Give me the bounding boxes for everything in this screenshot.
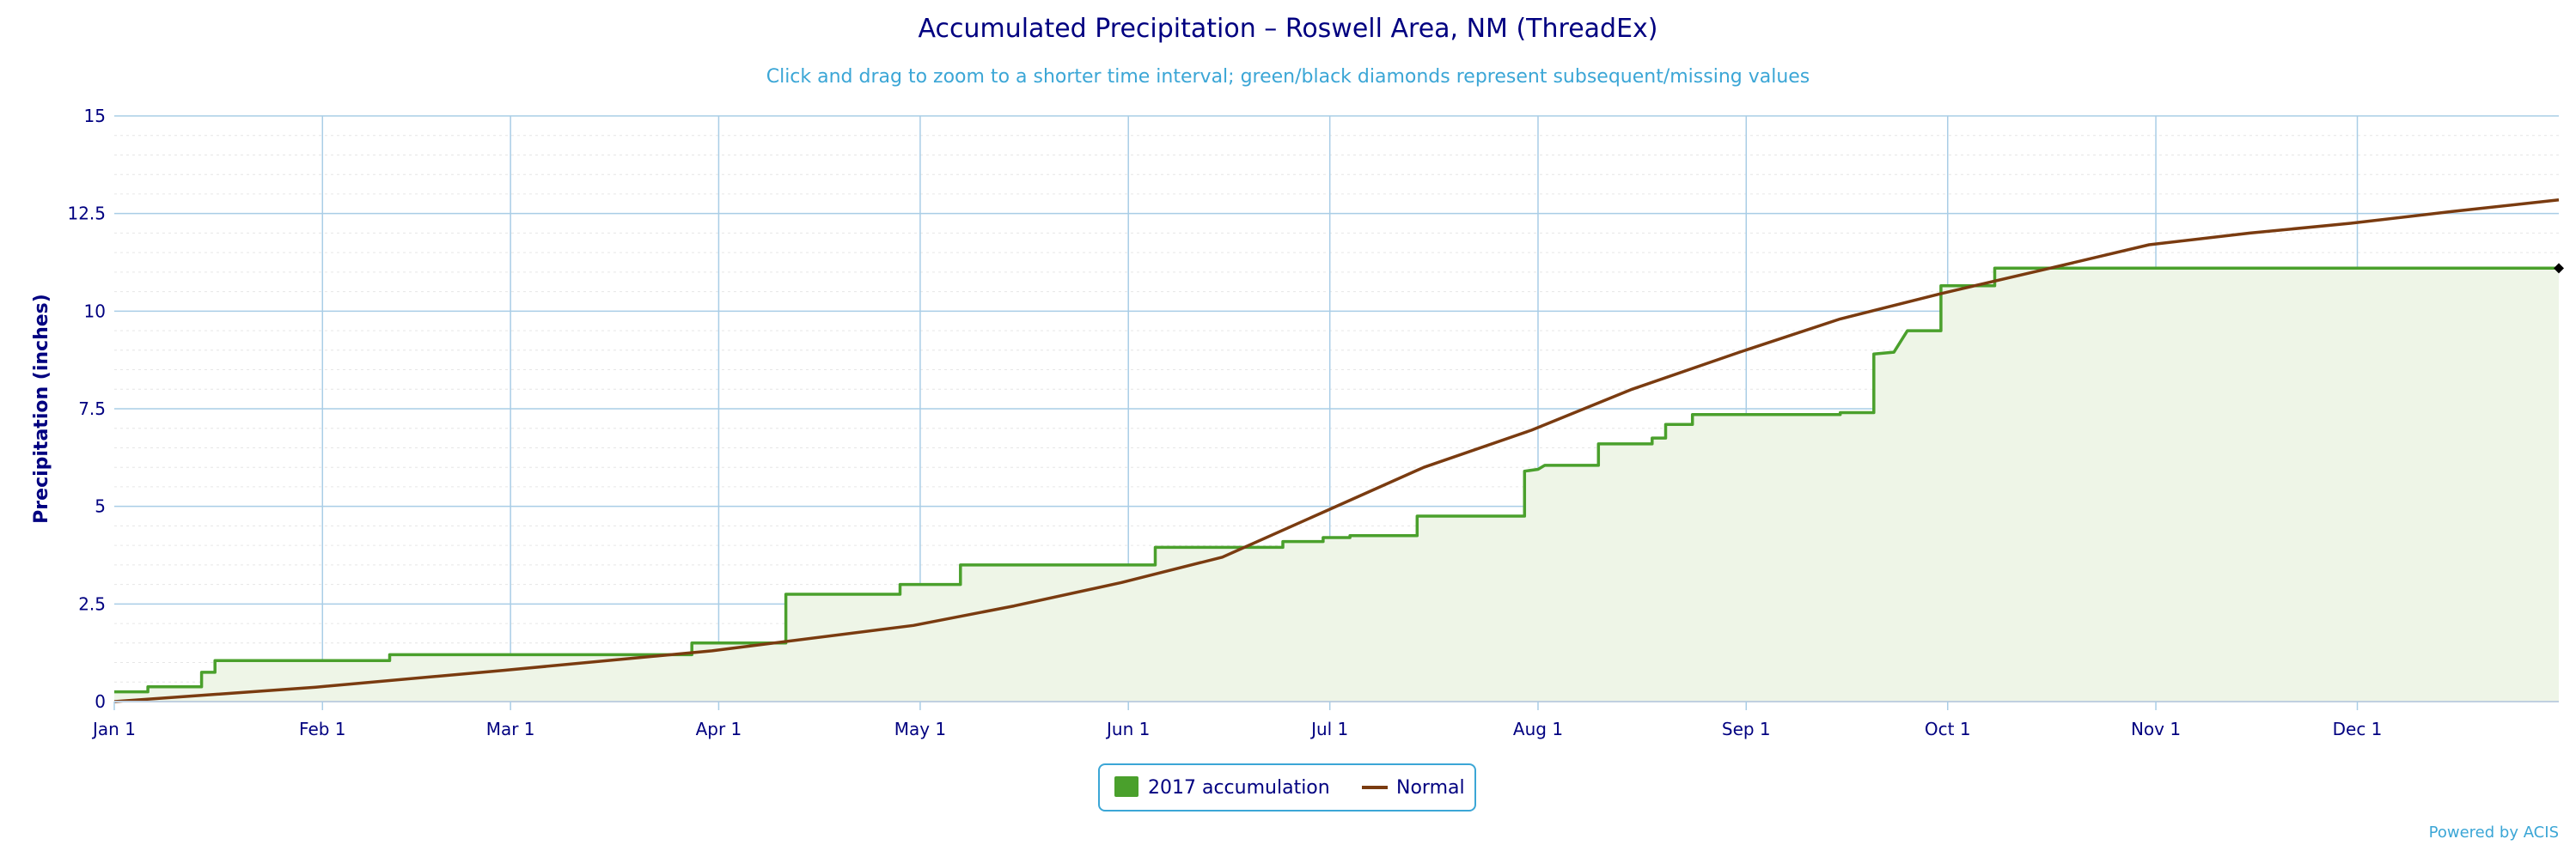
y-axis-label: Precipitation (inches)	[31, 294, 52, 524]
x-tick-label: Apr 1	[696, 719, 742, 739]
legend-item-normal[interactable]: Normal	[1362, 777, 1465, 799]
x-tick-label: Oct 1	[1925, 719, 1971, 739]
x-tick-label: Jun 1	[1105, 719, 1150, 739]
x-tick-label: Jul 1	[1309, 719, 1348, 739]
y-tick-label: 7.5	[78, 398, 106, 419]
legend-label-accumulation: 2017 accumulation	[1148, 777, 1330, 799]
series-layer	[113, 198, 2564, 703]
y-tick-label: 15	[84, 106, 106, 126]
x-tick-label: Nov 1	[2131, 719, 2181, 739]
legend-box	[1098, 763, 1476, 812]
chart-subtitle: Click and drag to zoom to a shorter time…	[766, 66, 1810, 88]
x-tick-label: May 1	[894, 719, 946, 739]
chart-title: Accumulated Precipitation – Roswell Area…	[918, 14, 1657, 44]
series-area-accumulation	[114, 268, 2559, 702]
y-tick-label: 5	[95, 496, 106, 517]
y-tick-label: 10	[84, 301, 106, 321]
credits-link[interactable]: Powered by ACIS	[2429, 824, 2559, 842]
x-tick-label: Jan 1	[91, 719, 136, 739]
legend-label-normal: Normal	[1396, 777, 1465, 799]
x-tick-label: Sep 1	[1722, 719, 1771, 739]
minor-gridlines	[114, 135, 2559, 683]
x-tick-label: Feb 1	[299, 719, 346, 739]
legend-item-accumulation[interactable]: 2017 accumulation	[1114, 776, 1330, 799]
x-tick-label: Dec 1	[2333, 719, 2383, 739]
diamond-marker-icon[interactable]	[2554, 263, 2564, 274]
legend-square-icon	[1114, 776, 1138, 797]
plot-area[interactable]	[113, 115, 2564, 703]
legend[interactable]: 2017 accumulation Normal	[1098, 763, 1476, 812]
x-tick-label: Aug 1	[1513, 719, 1563, 739]
y-tick-label: 2.5	[78, 593, 106, 614]
y-tick-label: 12.5	[67, 204, 106, 224]
y-axis-ticks: 0 2.5 5 7.5 10 12.5 15	[67, 106, 106, 712]
series-line-normal[interactable]	[113, 198, 2560, 703]
series-line-accumulation[interactable]	[114, 266, 2559, 694]
x-tick-label: Mar 1	[486, 719, 535, 739]
x-axis-ticks: Jan 1 Feb 1 Mar 1 Apr 1 May 1 Jun 1 Jul 1 Aug 1…	[91, 702, 2382, 739]
y-tick-label: 0	[95, 691, 106, 712]
